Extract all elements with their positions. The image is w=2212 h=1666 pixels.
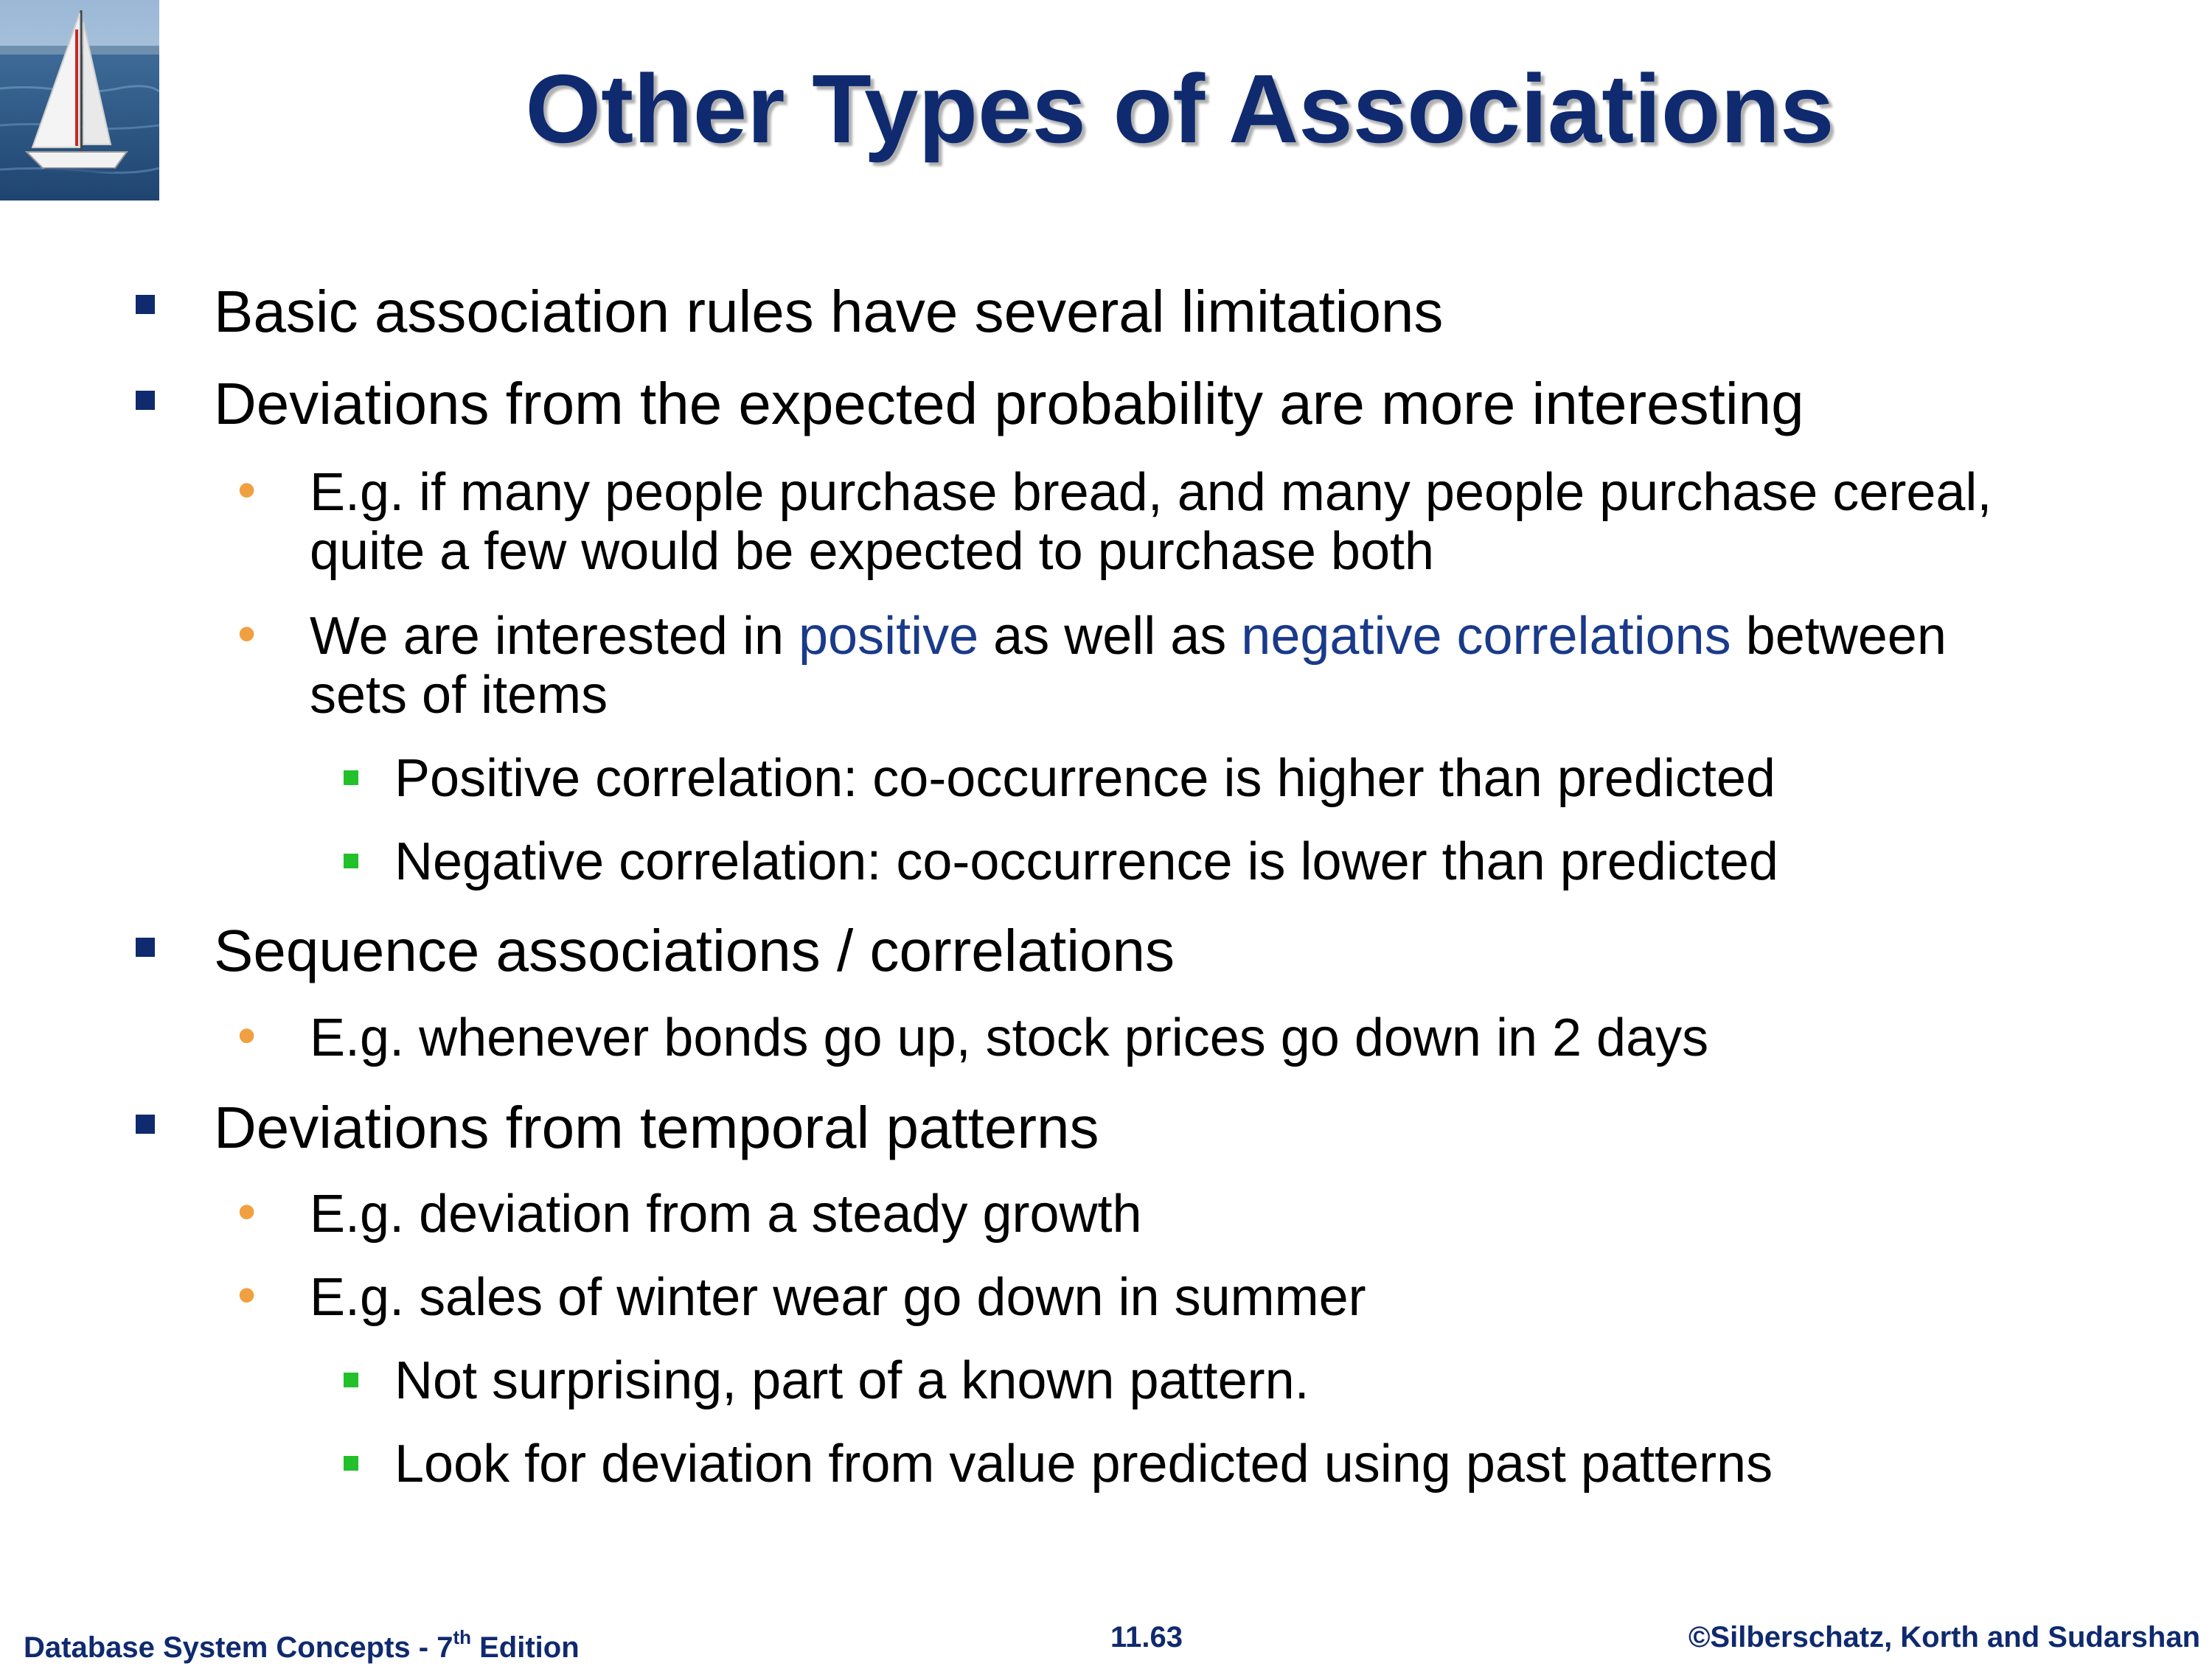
level3-bullet-marker bbox=[344, 770, 358, 785]
sailboat-icon bbox=[0, 0, 159, 201]
bullet-item: Basic association rules have several lim… bbox=[214, 279, 1444, 344]
sub-bullet-item: E.g. sales of winter wear go down in sum… bbox=[310, 1268, 1366, 1327]
sub-sub-bullet-item: Negative correlation: co-occurrence is l… bbox=[394, 832, 1778, 891]
level2-bullet-marker: • bbox=[237, 604, 257, 663]
level2-bullet-marker: • bbox=[237, 461, 257, 520]
text-segment: We are interested in bbox=[310, 607, 799, 666]
sailboat-logo bbox=[0, 0, 159, 201]
bullet-item: Deviations from the expected probability… bbox=[214, 371, 1804, 436]
sub-bullet-item: We are interested in positive as well as… bbox=[310, 606, 1947, 666]
sub-sub-bullet-item: Positive correlation: co-occurrence is h… bbox=[394, 749, 1775, 808]
footer-copyright: ©Silberschatz, Korth and Sudarshan bbox=[1688, 1621, 2200, 1653]
footer-book-prefix: Database System Concepts - 7 bbox=[24, 1631, 453, 1664]
level2-bullet-marker: • bbox=[237, 1266, 257, 1325]
sub-bullet-item: E.g. deviation from a steady growth bbox=[310, 1185, 1142, 1244]
sub-bullet-item: E.g. whenever bonds go up, stock prices … bbox=[310, 1008, 1709, 1067]
sub-bullet-item-continuation: quite a few would be expected to purchas… bbox=[310, 522, 1435, 581]
level3-bullet-marker bbox=[344, 1373, 358, 1387]
footer-page-number: 11.63 bbox=[1110, 1621, 1183, 1653]
text-segment: as well as bbox=[978, 607, 1242, 666]
level3-bullet-marker bbox=[344, 1456, 358, 1471]
slide-title: Other Types of Associations bbox=[525, 55, 1834, 163]
sub-sub-bullet-item: Look for deviation from value predicted … bbox=[394, 1435, 1773, 1494]
level2-bullet-marker: • bbox=[237, 1006, 257, 1065]
highlight-positive: positive bbox=[799, 607, 979, 666]
sub-bullet-item: E.g. if many people purchase bread, and … bbox=[310, 463, 1992, 522]
sub-bullet-item-continuation: sets of items bbox=[310, 666, 608, 725]
footer-superscript: th bbox=[453, 1626, 471, 1648]
text-segment: between bbox=[1731, 607, 1947, 666]
sub-sub-bullet-item: Not surprising, part of a known pattern. bbox=[394, 1351, 1310, 1410]
footer-book-suffix: Edition bbox=[471, 1631, 580, 1664]
level1-bullet-marker bbox=[136, 295, 155, 314]
bullet-item: Deviations from temporal patterns bbox=[214, 1095, 1099, 1160]
bullet-item: Sequence associations / correlations bbox=[214, 918, 1175, 983]
highlight-negative-correlations: negative correlations bbox=[1241, 607, 1731, 666]
level1-bullet-marker bbox=[136, 1115, 155, 1134]
level2-bullet-marker: • bbox=[237, 1182, 257, 1241]
level1-bullet-marker bbox=[136, 391, 155, 410]
footer-book-title: Database System Concepts - 7th Edition bbox=[24, 1619, 580, 1664]
level1-bullet-marker bbox=[136, 938, 155, 957]
level3-bullet-marker bbox=[344, 854, 358, 868]
